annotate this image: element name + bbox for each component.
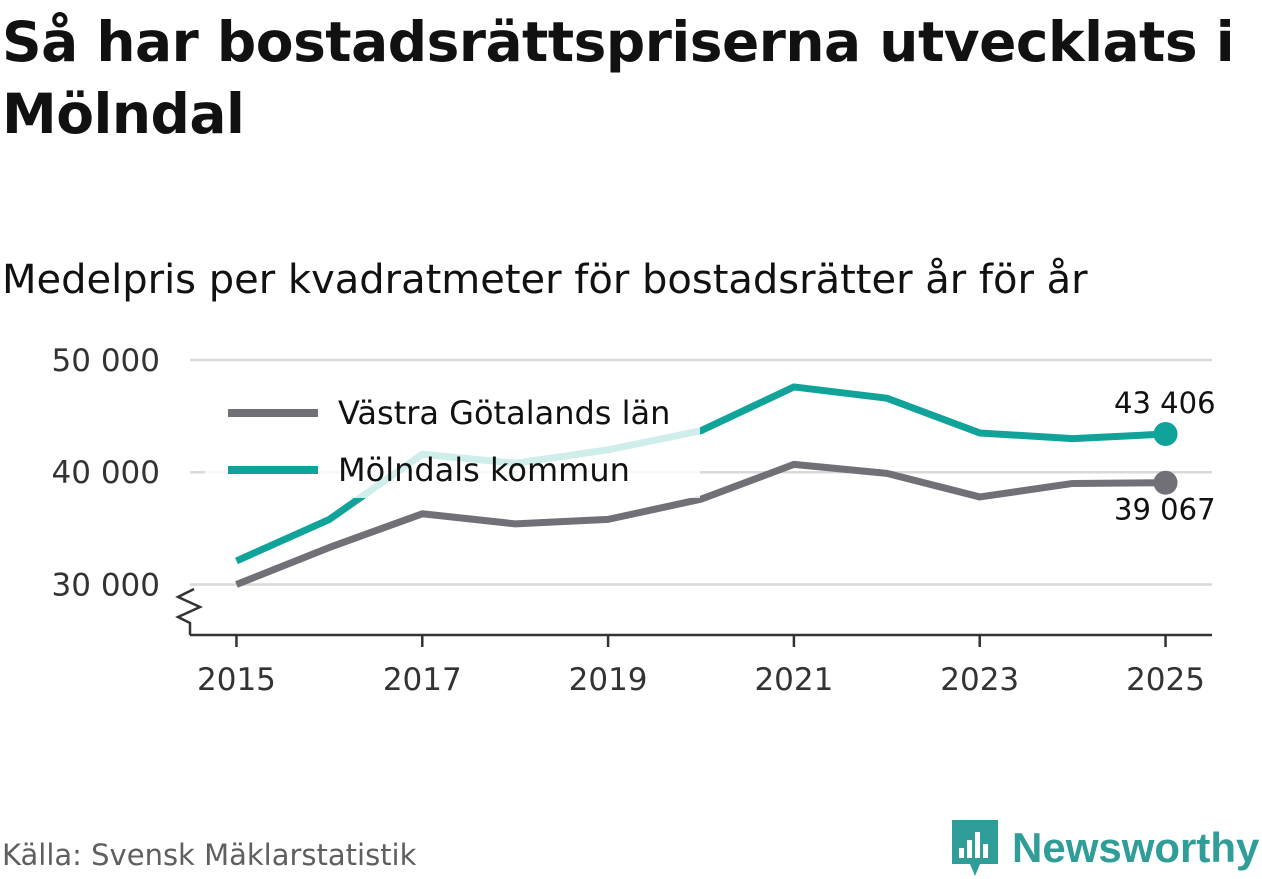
y-tick-label: 30 000 (52, 567, 160, 603)
legend-background (205, 388, 700, 498)
brand-logo[interactable]: Newsworthy (950, 818, 1259, 878)
legend: Västra Götalands län Mölndals kommun (205, 388, 700, 498)
brand-name: Newsworthy (1012, 824, 1260, 871)
chart-title: Så har bostadsrättspriserna utvecklats i… (2, 10, 1235, 146)
x-tick-label: 2021 (754, 662, 833, 698)
end-markers: 39 067 43 406 (1114, 386, 1215, 527)
x-tick-label: 2025 (1126, 662, 1205, 698)
x-tick-label: 2015 (197, 662, 276, 698)
series-line (235, 460, 1166, 588)
y-tick-label: 50 000 (52, 343, 160, 379)
x-tick-label: 2023 (940, 662, 1019, 698)
y-tick-label: 40 000 (52, 455, 160, 491)
chart-subtitle: Medelpris per kvadratmeter för bostadsrä… (2, 257, 1088, 303)
newsworthy-logo-icon (952, 820, 998, 876)
end-point-marker (1153, 422, 1178, 447)
end-point-marker (1153, 470, 1178, 495)
x-tick-label: 2019 (569, 662, 648, 698)
end-value-label: 43 406 (1114, 386, 1215, 420)
legend-label: Mölndals kommun (338, 451, 630, 489)
axis-break-icon (175, 587, 204, 635)
x-tick-label: 2017 (383, 662, 462, 698)
axes: 30 000 40 000 50 000 2015 2017 2019 2021 2023 20… (52, 343, 1212, 698)
legend-label: Västra Götalands län (338, 394, 670, 432)
end-value-label: 39 067 (1114, 493, 1215, 527)
source-note: Källa: Svensk Mäklarstatistik (2, 838, 417, 872)
line-chart: 30 000 40 000 50 000 2015 2017 2019 2021 2023 20… (52, 343, 1216, 698)
